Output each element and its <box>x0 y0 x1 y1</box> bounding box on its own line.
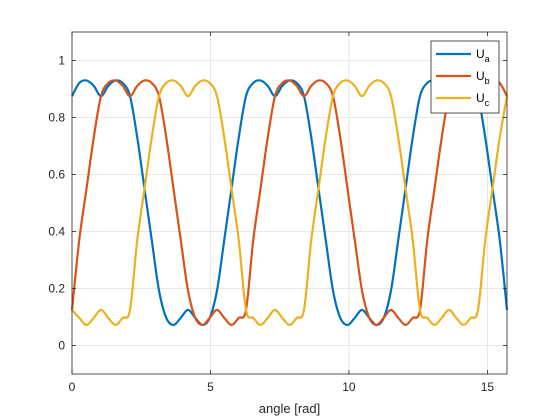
legend-label-main: U <box>476 69 485 83</box>
legend-label-c: Uc <box>476 91 490 108</box>
y-tick-label: 0.8 <box>48 111 65 125</box>
tick-marks <box>71 32 507 374</box>
x-tick-label: 10 <box>342 380 356 394</box>
x-tick-label: 0 <box>69 380 76 394</box>
axes-box <box>71 31 508 375</box>
legend-label-main: U <box>476 47 485 61</box>
y-tick-label: 0.6 <box>48 168 65 182</box>
legend-label-sub: a <box>485 54 490 64</box>
legend-label-sub: b <box>485 76 490 86</box>
x-tick-label: 5 <box>207 380 214 394</box>
y-tick-label: 1 <box>58 54 65 68</box>
grid-lines <box>71 32 507 374</box>
legend-label-a: Ua <box>476 47 490 64</box>
series-line-c <box>71 79 509 327</box>
x-axis-label: angle [rad] <box>259 401 320 416</box>
tick-labels: 0 5 10 15 0 0.2 0.4 0.6 0.8 1 <box>48 54 494 395</box>
y-tick-label: 0 <box>58 339 65 353</box>
legend-label-sub: c <box>485 98 490 108</box>
y-tick-label: 0.4 <box>48 225 65 239</box>
series-line-b <box>70 79 508 327</box>
legend-label-main: U <box>476 91 485 105</box>
y-tick-label: 0.2 <box>48 282 65 296</box>
x-tick-label: 15 <box>481 380 495 394</box>
legend-label-b: Ub <box>476 69 490 86</box>
